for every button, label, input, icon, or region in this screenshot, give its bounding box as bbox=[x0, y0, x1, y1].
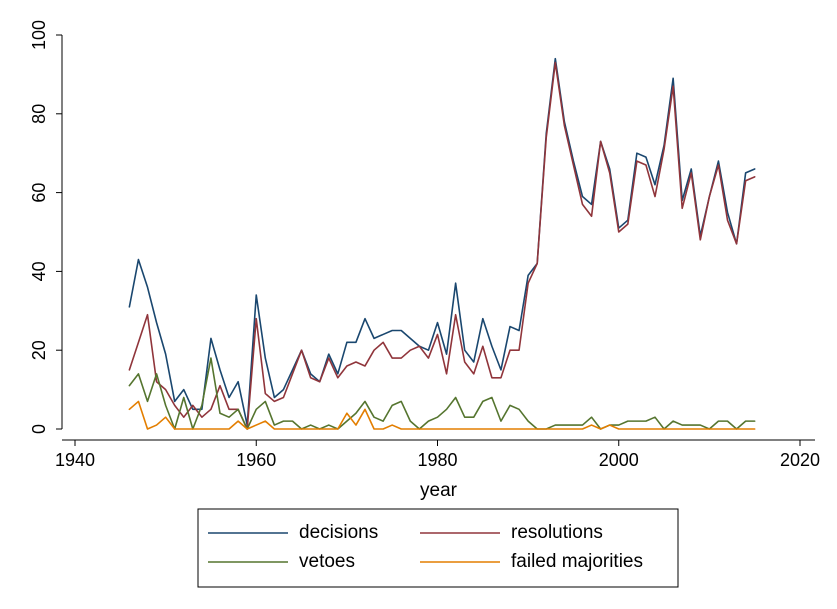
y-tick-label: 0 bbox=[29, 424, 49, 434]
y-axis: 0 20 40 60 80 100 bbox=[29, 20, 63, 434]
legend-label-decisions: decisions bbox=[299, 522, 378, 543]
x-tick-label: 2000 bbox=[599, 450, 639, 470]
legend-box bbox=[197, 508, 679, 588]
y-tick-label: 60 bbox=[29, 183, 49, 203]
y-tick-label: 20 bbox=[29, 340, 49, 360]
legend: decisions resolutions vetoes failed majorit… bbox=[197, 508, 679, 588]
series-line-vetoes bbox=[128, 357, 756, 430]
x-tick-label: 2020 bbox=[780, 450, 820, 470]
y-tick-label: 40 bbox=[29, 261, 49, 281]
x-axis-title: year bbox=[420, 480, 458, 501]
series-line-resolutions bbox=[128, 61, 756, 430]
legend-label-vetoes: vetoes bbox=[299, 551, 355, 572]
legend-label-failed-majorities: failed majorities bbox=[511, 551, 643, 572]
series-line-decisions bbox=[128, 57, 756, 426]
plot-lines bbox=[128, 57, 756, 430]
y-tick-label: 100 bbox=[29, 20, 49, 50]
y-tick-label: 80 bbox=[29, 104, 49, 124]
x-tick-label: 1960 bbox=[236, 450, 276, 470]
x-axis: 1940 1960 1980 2000 2020 bbox=[55, 439, 820, 470]
series-line-failed-majorities bbox=[128, 400, 756, 430]
x-tick-label: 1980 bbox=[417, 450, 457, 470]
x-tick-label: 1940 bbox=[55, 450, 95, 470]
legend-label-resolutions: resolutions bbox=[511, 522, 603, 543]
